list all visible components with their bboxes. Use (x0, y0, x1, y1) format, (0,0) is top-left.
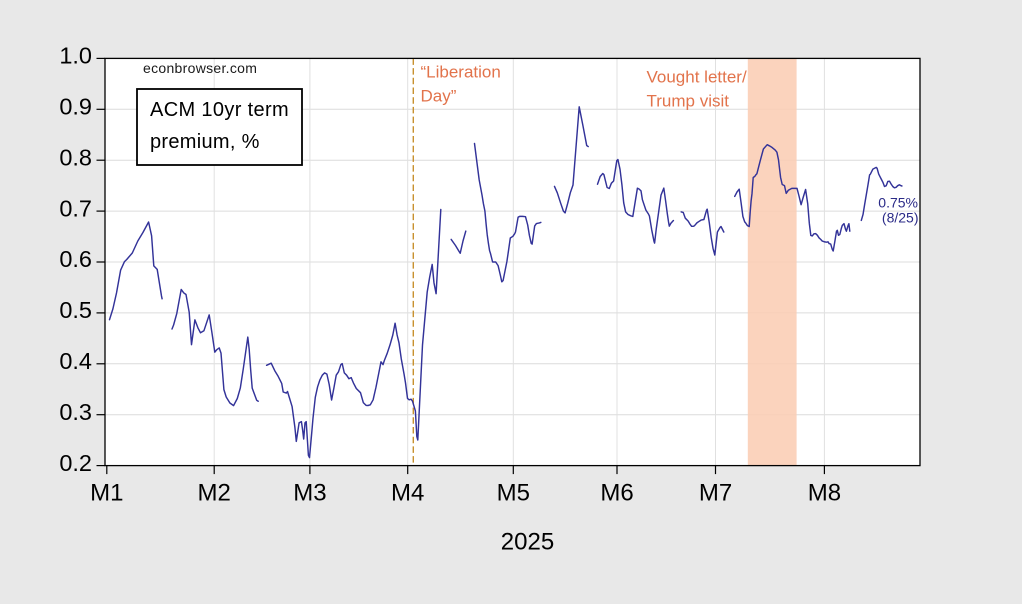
svg-text:M2: M2 (198, 480, 231, 507)
svg-text:0.8: 0.8 (59, 144, 92, 170)
svg-text:0.3: 0.3 (59, 399, 92, 425)
svg-text:0.9: 0.9 (59, 94, 92, 120)
svg-text:Trump visit: Trump visit (647, 91, 730, 110)
svg-text:premium, %: premium, % (150, 131, 260, 153)
svg-text:0.4: 0.4 (59, 348, 92, 374)
svg-text:Day”: Day” (421, 87, 457, 106)
svg-text:M3: M3 (293, 480, 326, 507)
svg-text:ACM 10yr term: ACM 10yr term (150, 99, 289, 121)
svg-text:M4: M4 (391, 480, 424, 507)
svg-text:econbrowser.com: econbrowser.com (143, 60, 257, 76)
svg-text:M5: M5 (497, 480, 530, 507)
svg-text:2025: 2025 (501, 529, 554, 556)
svg-text:M1: M1 (90, 480, 123, 507)
svg-text:0.7: 0.7 (59, 195, 92, 221)
svg-text:0.5: 0.5 (59, 297, 92, 323)
svg-text:M7: M7 (699, 480, 732, 507)
svg-text:Vought letter/: Vought letter/ (647, 67, 747, 86)
svg-text:M8: M8 (808, 480, 841, 507)
svg-text:1.0: 1.0 (59, 43, 92, 69)
svg-text:M6: M6 (600, 480, 633, 507)
svg-text:0.6: 0.6 (59, 246, 92, 272)
svg-text:0.75%: 0.75% (878, 195, 918, 211)
svg-text:0.2: 0.2 (59, 450, 92, 476)
svg-text:“Liberation: “Liberation (421, 63, 501, 82)
svg-text:(8/25): (8/25) (882, 210, 919, 226)
